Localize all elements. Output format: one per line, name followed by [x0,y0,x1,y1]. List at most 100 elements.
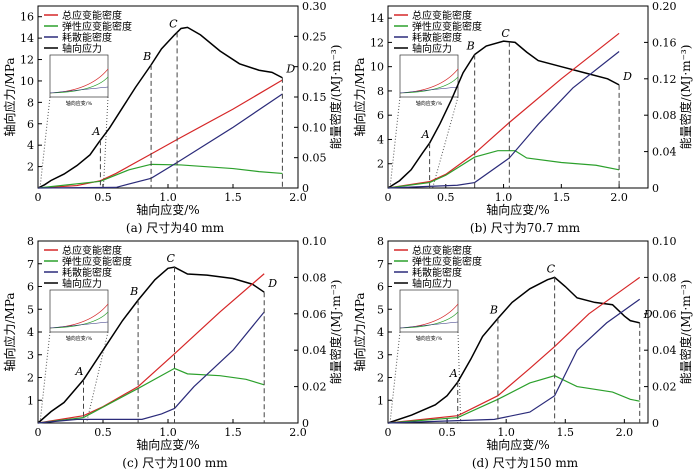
series-line-elastic [37,367,265,424]
x-tick-label: 1.0 [159,191,177,204]
y2-tick-label: 0.20 [302,61,327,74]
x-tick-label: 2.0 [289,426,307,439]
y-axis-label: 轴向应力/MPa [2,57,17,136]
chart-panel-b: 0 0.5 1.0 1.5 2.0 2 4 6 8 10 12 14 0 0.04 0.08 0.12 0.16… [350,0,700,235]
inset-frame [49,289,109,333]
legend-label: 弹性应变能密度 [412,255,482,268]
inset-frame [399,289,459,333]
y-tick-label: 8 [377,235,384,248]
series-line-stress [387,40,620,189]
x-axis-label: 轴向应变/% [136,202,199,217]
inset-x-label: 轴向应变/% [66,335,93,342]
series-line-stress [37,266,265,424]
y2-tick-label: 0.05 [302,152,327,165]
inset-elastic-line [49,311,109,329]
y-axis-label: 轴向应力/MPa [2,292,17,371]
stage-point-label: C [547,262,556,275]
y2-tick-label: 0.15 [302,91,327,104]
y-tick-label: 7 [377,258,384,271]
y2-tick-label: 0 [302,417,309,430]
y2-tick-label: 0.10 [652,235,677,248]
y2-tick-label: 0.04 [652,146,677,159]
plot-frame [387,5,649,189]
series-line-elastic [387,150,620,189]
inset-x-label: 轴向应变/% [416,335,443,342]
y-tick-label: 3 [377,349,384,362]
x-tick-label: 0.5 [94,191,112,204]
inset-dissipated-line [49,321,109,329]
x-tick-label: 2.0 [289,191,307,204]
stage-point-label: C [169,17,178,30]
y-axis-label: 轴向应力/MPa [352,292,367,371]
inset-frame [399,54,459,98]
y2-tick-label: 0.02 [302,381,327,394]
stage-point-label: C [167,252,176,265]
legend-label: 总应变能密度 [62,244,122,257]
inset-connector [39,96,51,189]
y2-axis-label: 能量密度/(MJ·m⁻³) [328,280,343,385]
legend-label: 耗散能密度 [62,31,112,44]
y-tick-label: 4 [27,139,34,152]
y-tick-label: 2 [27,372,34,385]
legend-label: 弹性应变能密度 [412,20,482,33]
y-tick-label: 10 [20,75,34,88]
y2-tick-label: 0.08 [652,271,677,284]
y-tick-label: 2 [377,158,384,171]
legend-label: 轴向应力 [62,42,102,55]
stage-point-label: A [91,125,100,138]
y2-tick-label: 0.20 [652,0,677,13]
chart-svg: 0 0.5 1.0 1.5 2.0 2 4 6 8 10 12 14 16 0 0.05 0.10 0.15 0.… [2,0,343,217]
legend-label: 轴向应力 [412,277,452,290]
y2-tick-label: 0.08 [652,109,677,122]
x-tick-label: 0 [385,426,392,439]
y-tick-label: 8 [377,85,384,98]
y-tick-label: 8 [27,235,34,248]
chart-caption: (b) 尺寸为70.7 mm [469,221,581,235]
stage-point-label: B [142,50,151,63]
chart-panel-d: 0 0.5 1.0 1.5 2.0 1 2 3 4 5 6 7 8 0 0.02 0.04 0.06 0.08 0.… [350,235,700,470]
x-tick-label: 0.5 [438,426,456,439]
x-tick-label: 2.0 [616,426,634,439]
x-tick-label: 1.0 [495,191,513,204]
stage-point-label: D [643,308,653,321]
y2-tick-label: 0.25 [302,30,327,43]
y-tick-label: 1 [377,394,384,407]
y-tick-label: 14 [370,12,384,25]
inset-dissipated-line [399,321,459,329]
y-tick-label: 6 [27,281,34,294]
x-tick-label: 1.0 [497,426,515,439]
stage-point-label: A [75,365,84,378]
y2-tick-label: 0.08 [302,271,327,284]
x-tick-label: 1.5 [224,426,242,439]
chart-panel-a: 0 0.5 1.0 1.5 2.0 2 4 6 8 10 12 14 16 0 0.05 0.10 0.15 0.… [0,0,350,235]
stage-point-label: D [285,63,295,76]
y-tick-label: 6 [377,281,384,294]
y-tick-label: 4 [377,133,384,146]
legend-label: 耗散能密度 [62,266,112,279]
legend-label: 总应变能密度 [412,9,472,22]
series-line-dissipated [37,311,265,424]
y2-tick-label: 0.16 [652,36,677,49]
inset-dissipated-line [399,86,459,94]
y2-axis-label: 能量密度/(MJ·m⁻³) [678,280,693,385]
y2-tick-label: 0.06 [302,308,327,321]
stage-point-label: A [421,128,430,141]
inset-dissipated-line [49,86,109,94]
y2-tick-label: 0.04 [302,344,327,357]
y-tick-label: 12 [370,36,384,49]
y2-tick-label: 0.06 [652,308,677,321]
legend-label: 轴向应力 [62,277,102,290]
chart-svg: 0 0.5 1.0 1.5 2.0 2 4 6 8 10 12 14 0 0.04 0.08 0.12 0.16… [352,0,693,217]
x-axis-label: 轴向应变/% [486,202,549,217]
y-tick-label: 10 [370,61,384,74]
chart-svg: 0 0.5 1.0 1.5 2.0 1 2 3 4 5 6 7 8 0 0.02 0.04 0.06 0.08 0.… [2,235,343,452]
legend-label: 总应变能密度 [412,244,472,257]
legend-label: 轴向应力 [412,42,452,55]
y-tick-label: 5 [377,303,384,316]
legend-label: 耗散能密度 [412,266,462,279]
inset-elastic-line [399,311,459,329]
inset-x-label: 轴向应变/% [416,100,443,107]
y-tick-label: 8 [27,96,34,109]
chart-caption: (a) 尺寸为40 mm [125,221,225,235]
y-tick-label: 1 [27,394,34,407]
